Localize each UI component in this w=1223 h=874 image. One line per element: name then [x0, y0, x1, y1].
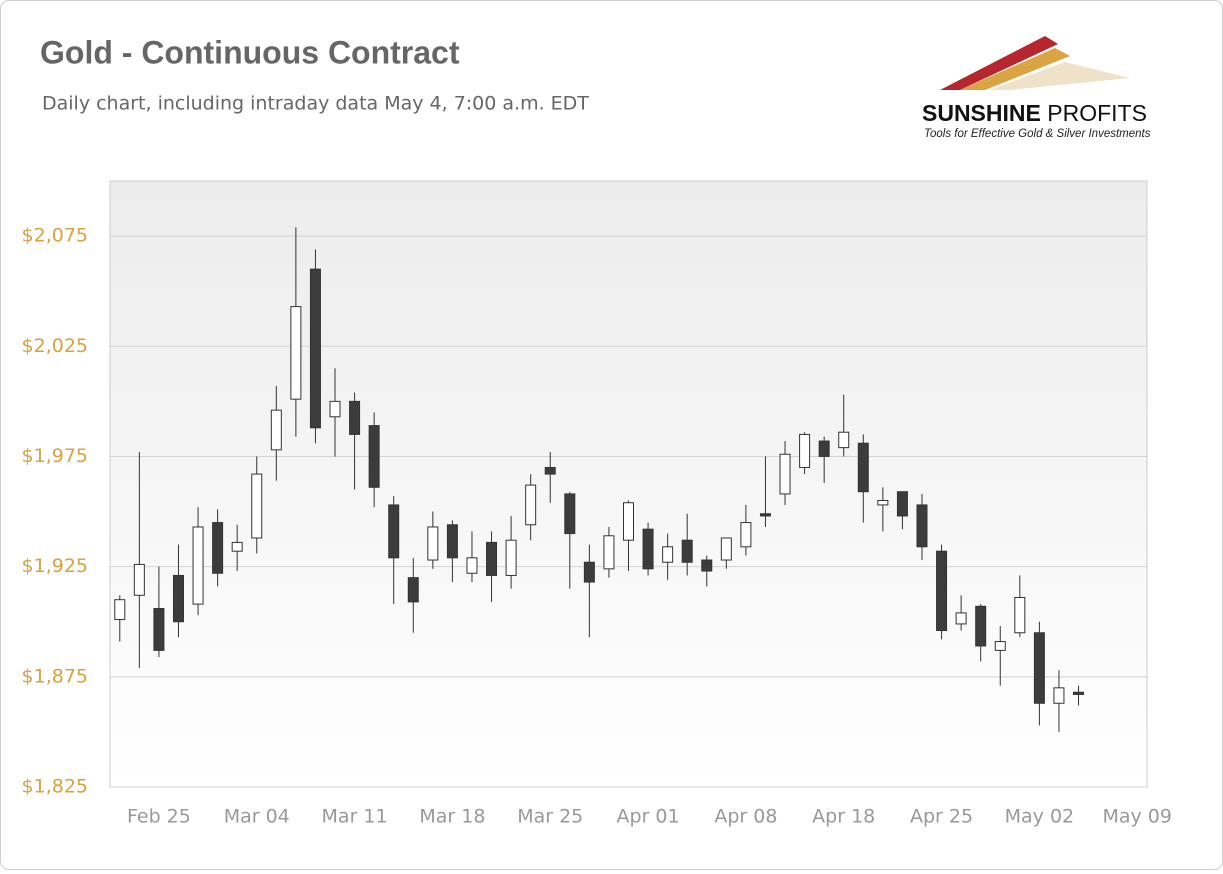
y-tick-label: $2,025 — [22, 335, 88, 357]
candle-body — [290, 306, 302, 400]
x-tick-label: Apr 25 — [910, 806, 973, 828]
candle-body — [446, 524, 458, 559]
candle-body — [662, 546, 674, 563]
plot-area — [109, 180, 1148, 788]
candle-body — [759, 513, 771, 517]
logo-ray — [940, 36, 1058, 90]
y-tick-label: $1,925 — [22, 555, 88, 577]
x-tick-label: Mar 11 — [322, 806, 388, 828]
x-tick-label: May 02 — [1005, 806, 1075, 828]
candle-body — [720, 537, 732, 561]
candle-body — [936, 550, 948, 632]
candle-body — [857, 442, 869, 493]
logo-ray — [960, 48, 1070, 90]
candle-body — [818, 440, 830, 457]
candle-body — [133, 563, 145, 596]
candle-body — [525, 484, 537, 526]
candle-body — [583, 561, 595, 583]
logo-tagline: Tools for Effective Gold & Silver Invest… — [924, 128, 1151, 140]
x-tick-label: May 09 — [1102, 806, 1172, 828]
y-tick-label: $1,975 — [22, 445, 88, 467]
candle-body — [1073, 691, 1085, 695]
logo: SUNSHINE PROFITS Tools for Effective Gol… — [922, 36, 1151, 140]
candle-body — [505, 539, 517, 576]
x-tick-label: Apr 18 — [812, 806, 875, 828]
candle-body — [466, 557, 478, 574]
candle-body — [877, 500, 889, 506]
candle-body — [564, 493, 576, 535]
x-tick-label: Apr 08 — [714, 806, 777, 828]
candle-body — [388, 504, 400, 559]
candle-body — [838, 431, 850, 449]
logo-ray — [990, 62, 1130, 90]
chart-title: Gold - Continuous Contract — [40, 34, 460, 70]
candle-body — [740, 522, 752, 548]
candle-body — [309, 268, 321, 429]
x-tick-label: Mar 18 — [419, 806, 485, 828]
logo-name-first: SUNSHINE — [922, 100, 1041, 126]
x-tick-label: Mar 25 — [517, 806, 583, 828]
candle-body — [975, 605, 987, 647]
candle-body — [1014, 596, 1026, 634]
x-tick-label: Apr 01 — [617, 806, 680, 828]
logo-name: SUNSHINE PROFITS — [922, 100, 1147, 126]
y-tick-label: $1,825 — [22, 776, 88, 798]
candle-body — [799, 433, 811, 468]
candle-body — [1053, 687, 1065, 704]
candle-body — [623, 502, 634, 541]
candle-body — [779, 453, 791, 495]
chart-subtitle: Daily chart, including intraday data May… — [42, 93, 589, 115]
logo-name-second: PROFITS — [1047, 100, 1147, 126]
candle-body — [603, 535, 615, 570]
candle-body — [407, 577, 419, 603]
candle-body — [153, 608, 165, 651]
candle-body — [486, 541, 498, 576]
candle-body — [642, 528, 654, 570]
candle-body — [896, 491, 908, 517]
x-tick-label: Feb 25 — [127, 806, 191, 828]
candle-body — [251, 473, 263, 539]
candle-body — [270, 409, 282, 451]
candle-body — [349, 400, 361, 435]
y-tick-label: $2,075 — [22, 225, 88, 247]
y-tick-label: $1,875 — [22, 665, 88, 687]
candle-body — [192, 526, 204, 605]
candle-body — [231, 541, 243, 552]
candle-body — [955, 612, 967, 625]
candle-body — [994, 641, 1006, 651]
candle-body — [172, 574, 184, 623]
candle-body — [916, 504, 928, 548]
candle-body — [329, 400, 341, 418]
candle-body — [1033, 632, 1045, 704]
candle-body — [681, 539, 693, 563]
candle-body — [114, 599, 126, 621]
candle-body — [212, 522, 224, 574]
candle-body — [368, 425, 380, 488]
x-tick-label: Mar 04 — [224, 806, 290, 828]
candle-body — [701, 559, 713, 572]
candle-body — [544, 466, 556, 475]
candle-body — [427, 526, 439, 561]
